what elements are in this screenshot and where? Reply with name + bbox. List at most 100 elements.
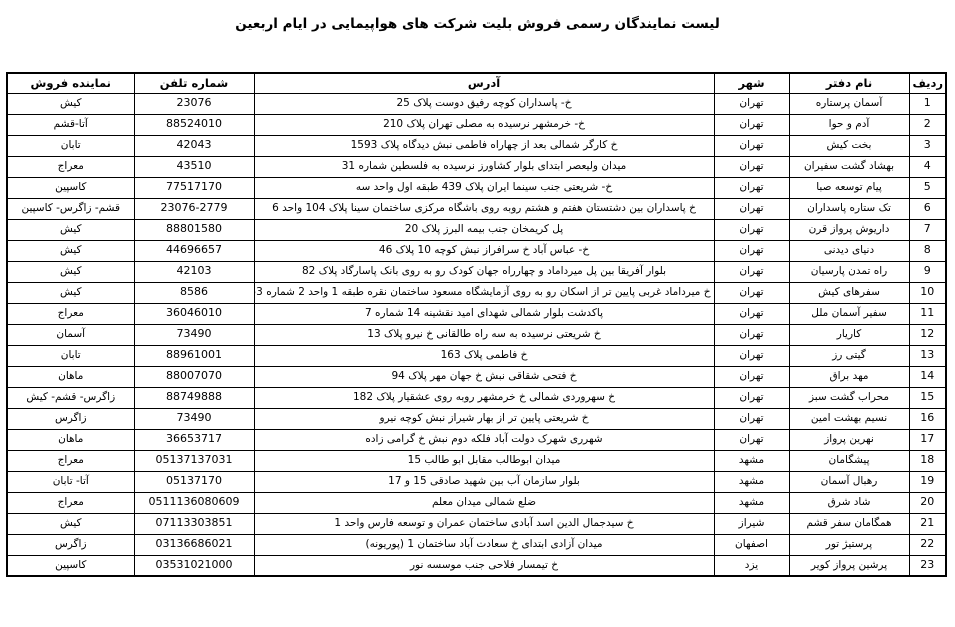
cell-agent: زاگرس	[6, 533, 135, 556]
cell-city: تهران	[713, 365, 790, 388]
cell-office: پیشگامان	[788, 449, 910, 472]
cell-row-number: 1	[908, 92, 947, 115]
cell-phone: 88961001	[133, 344, 255, 367]
cell-row-number: 7	[908, 218, 947, 241]
cell-row-number: 4	[908, 155, 947, 178]
cell-address: خ فاطمی پلاک 163	[253, 344, 715, 367]
cell-city: یزد	[713, 554, 790, 577]
cell-office: شاد شرق	[788, 491, 910, 514]
cell-phone: 88524010	[133, 113, 255, 136]
cell-office: پرشین پرواز کویر	[788, 554, 910, 577]
cell-office: بهشاد گشت سفیران	[788, 155, 910, 178]
cell-city: تهران	[713, 302, 790, 325]
cell-office: آسمان پرستاره	[788, 92, 910, 115]
cell-address: خ شریعتی پایین تر از بهار شیراز نبش کوچه…	[253, 407, 715, 430]
cell-phone: 44696657	[133, 239, 255, 262]
cell-office: همگامان سفر قشم	[788, 512, 910, 535]
cell-office: گیتی رز	[788, 344, 910, 367]
cell-agent: تابان	[6, 134, 135, 157]
cell-phone: 23076-2779	[133, 197, 255, 220]
cell-office: نسیم بهشت امین	[788, 407, 910, 430]
cell-agent: قشم- زاگرس- کاسپین	[6, 197, 135, 220]
cell-city: مشهد	[713, 449, 790, 472]
table-row: 1 آسمان پرستاره تهران خ- پاسداران کوچه ر…	[6, 92, 947, 115]
cell-office: آدم و حوا	[788, 113, 910, 136]
cell-phone: 07113303851	[133, 512, 255, 535]
cell-row-number: 15	[908, 386, 947, 409]
cell-address: خ فتحی شقاقی نبش خ جهان مهر پلاک 94	[253, 365, 715, 388]
cell-city: اصفهان	[713, 533, 790, 556]
cell-address: میدان آزادی ابتدای خ سعادت آباد ساختمان …	[253, 533, 715, 556]
cell-address: بلوار آفریقا بین پل میرداماد و چهارراه ج…	[253, 260, 715, 283]
cell-phone: 0511136080609	[133, 491, 255, 514]
cell-phone: 88007070	[133, 365, 255, 388]
cell-phone: 05137170	[133, 470, 255, 493]
table-row: 3 بخت کیش تهران خ کارگر شمالی بعد از چها…	[6, 134, 947, 157]
cell-phone: 42103	[133, 260, 255, 283]
cell-agent: معراج	[6, 302, 135, 325]
cell-address: خ میرداماد غربی پایین تر از اسکان رو به …	[253, 281, 715, 304]
cell-phone: 88749888	[133, 386, 255, 409]
cell-row-number: 3	[908, 134, 947, 157]
cell-row-number: 18	[908, 449, 947, 472]
table-row: 17 نهرین پرواز تهران شهرری شهرک دولت آبا…	[6, 428, 947, 451]
cell-address: میدان ابوطالب مقابل ابو طالب 15	[253, 449, 715, 472]
cell-city: شیراز	[713, 512, 790, 535]
cell-phone: 77517170	[133, 176, 255, 199]
cell-city: تهران	[713, 134, 790, 157]
cell-agent: کیش	[6, 92, 135, 115]
cell-row-number: 16	[908, 407, 947, 430]
cell-address: خ- خرمشهر نرسیده به مصلی تهران پلاک 210	[253, 113, 715, 136]
cell-office: راه تمدن پارسیان	[788, 260, 910, 283]
cell-agent: ماهان	[6, 428, 135, 451]
cell-row-number: 2	[908, 113, 947, 136]
cell-row-number: 9	[908, 260, 947, 283]
cell-office: پرستیژ تور	[788, 533, 910, 556]
cell-office: محراب گشت سبز	[788, 386, 910, 409]
cell-phone: 03136686021	[133, 533, 255, 556]
cell-agent: کیش	[6, 218, 135, 241]
cell-phone: 8586	[133, 281, 255, 304]
cell-office: سفرهای کیش	[788, 281, 910, 304]
cell-agent: زاگرس	[6, 407, 135, 430]
cell-agent: ماهان	[6, 365, 135, 388]
cell-phone: 73490	[133, 323, 255, 346]
cell-city: تهران	[713, 218, 790, 241]
cell-address: پاکدشت بلوار شمالی شهدای امید نقشینه 14 …	[253, 302, 715, 325]
table-row: 23 پرشین پرواز کویر یزد خ تیمسار فلاحی ج…	[6, 554, 947, 577]
table-row: 8 دنیای دیدنی تهران خ- عباس آباد خ سرافر…	[6, 239, 947, 262]
table-row: 21 همگامان سفر قشم شیراز خ سیدجمال الدین…	[6, 512, 947, 535]
table-row: 9 راه تمدن پارسیان تهران بلوار آفریقا بی…	[6, 260, 947, 283]
cell-phone: 36653717	[133, 428, 255, 451]
cell-row-number: 22	[908, 533, 947, 556]
cell-phone: 23076	[133, 92, 255, 115]
table-row: 12 کاریار تهران خ شریعتی نرسیده به سه را…	[6, 323, 947, 346]
cell-office: بخت کیش	[788, 134, 910, 157]
cell-agent: معراج	[6, 449, 135, 472]
cell-row-number: 23	[908, 554, 947, 577]
table-row: 15 محراب گشت سبز تهران خ سهروردی شمالی خ…	[6, 386, 947, 409]
cell-agent: کیش	[6, 512, 135, 535]
cell-office: رهبال آسمان	[788, 470, 910, 493]
cell-agent: آتا-قشم	[6, 113, 135, 136]
cell-row-number: 5	[908, 176, 947, 199]
cell-address: خ سیدجمال الدین اسد آبادی ساختمان عمران …	[253, 512, 715, 535]
table-row: 20 شاد شرق مشهد ضلع شمالی میدان معلم 051…	[6, 491, 947, 514]
cell-agent: آسمان	[6, 323, 135, 346]
table-row: 5 پیام توسعه صبا تهران خ- شریعتی جنب سین…	[6, 176, 947, 199]
cell-city: تهران	[713, 260, 790, 283]
cell-address: خ- عباس آباد خ سرافراز نبش کوچه 10 پلاک …	[253, 239, 715, 262]
header-city: شهر	[713, 72, 790, 94]
header-row-number: ردیف	[908, 72, 947, 94]
cell-address: بلوار سازمان آب بین شهید صادقی 15 و 17	[253, 470, 715, 493]
cell-city: تهران	[713, 113, 790, 136]
cell-city: تهران	[713, 176, 790, 199]
cell-row-number: 8	[908, 239, 947, 262]
header-phone: شماره تلفن	[133, 72, 255, 94]
cell-address: ضلع شمالی میدان معلم	[253, 491, 715, 514]
cell-city: تهران	[713, 344, 790, 367]
page-title: لیست نمایندگان رسمی فروش بلیت شرکت های ه…	[235, 16, 720, 32]
cell-address: خ- شریعتی جنب سینما ایران پلاک 439 طبقه …	[253, 176, 715, 199]
cell-row-number: 14	[908, 365, 947, 388]
